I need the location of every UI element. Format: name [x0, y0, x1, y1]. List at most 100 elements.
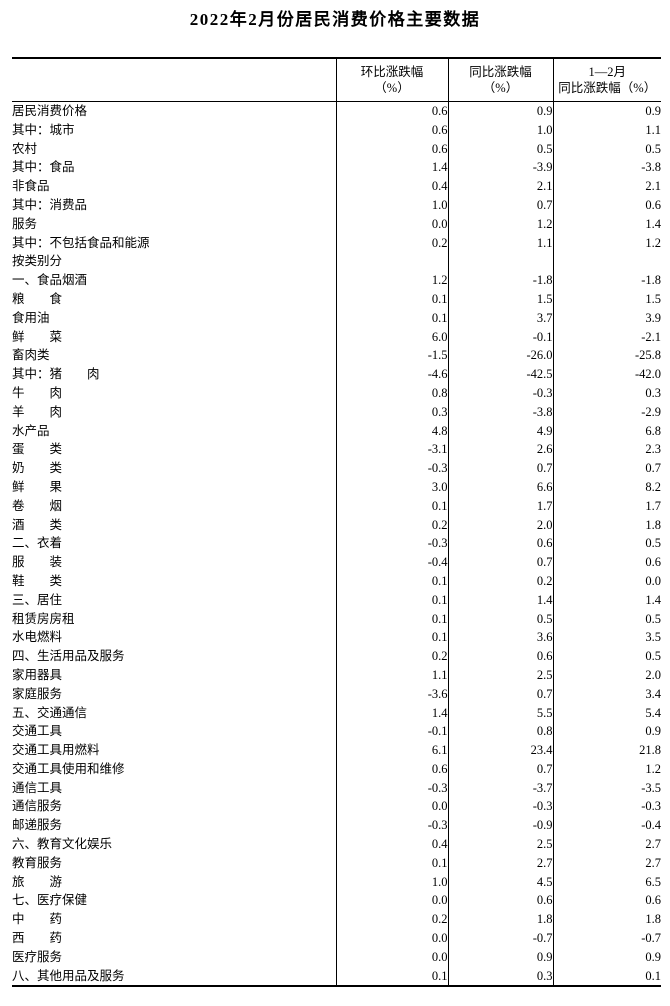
- table-row: 酒 类 0.2 2.0 1.8: [12, 515, 661, 535]
- mom-value-cell: 1.0: [335, 195, 448, 215]
- mom-value-cell: 0.1: [335, 289, 448, 309]
- yoy-value-cell: -42.5: [447, 365, 553, 384]
- mom-value-cell: 6.0: [335, 327, 448, 347]
- yoy-value-cell: 6.6: [447, 477, 553, 497]
- mom-value-cell: 0.4: [335, 177, 448, 196]
- yoy-value-cell: 2.1: [447, 177, 553, 196]
- table-row: 西 药 0.0 -0.7 -0.7: [12, 929, 661, 948]
- ytd-value-cell: 0.9: [552, 101, 661, 121]
- table-row: 邮递服务 -0.3 -0.9 -0.4: [12, 816, 661, 836]
- ytd-value-cell: 0.5: [552, 609, 661, 629]
- row-label: 邮递服务: [12, 818, 63, 833]
- ytd-value-cell: 2.0: [552, 665, 661, 685]
- row-label: 奶 类: [12, 461, 63, 476]
- ytd-value-cell: 2.7: [552, 853, 661, 873]
- yoy-value-cell: -3.8: [447, 402, 553, 422]
- ytd-value-cell: 0.7: [552, 459, 661, 478]
- mom-value-cell: -0.3: [335, 534, 448, 554]
- mom-value-cell: 0.1: [335, 571, 448, 591]
- yoy-value-cell: -3.9: [447, 158, 553, 178]
- table-row: 其中：城市 0.6 1.0 1.1: [12, 120, 661, 140]
- ytd-value-cell: 0.5: [552, 647, 661, 666]
- ytd-value-cell: 0.5: [552, 534, 661, 554]
- mom-value-cell: -3.1: [335, 440, 448, 460]
- mom-value-cell: 0.8: [335, 383, 448, 403]
- yoy-value-cell: 2.6: [447, 440, 553, 460]
- ytd-value-cell: -25.8: [552, 346, 661, 366]
- ytd-value-cell: -2.9: [552, 402, 661, 422]
- mom-value-cell: 0.1: [335, 308, 448, 328]
- ytd-value-cell: 3.4: [552, 684, 661, 704]
- row-label: 服 装: [12, 555, 63, 570]
- ytd-value-cell: 0.1: [552, 966, 661, 987]
- yoy-value-cell: 2.0: [447, 515, 553, 535]
- row-label: 居民消费价格: [12, 104, 88, 118]
- row-label: 蛋 类: [12, 442, 63, 457]
- mom-value-cell: 0.1: [335, 628, 448, 648]
- header-cell-mom: 环比涨跌幅 （%）: [335, 58, 448, 102]
- cpi-table: 环比涨跌幅 （%） 同比涨跌幅 （%） 1—2月 同比涨跌幅（%） 居民消费价格…: [12, 57, 661, 988]
- table-row: 通信服务 0.0 -0.3 -0.3: [12, 797, 661, 817]
- mom-value-cell: 0.1: [335, 853, 448, 873]
- row-label: 其中：城市: [12, 122, 75, 137]
- row-label: 鞋 类: [12, 573, 63, 588]
- table-row: 水电燃料 0.1 3.6 3.5: [12, 628, 661, 648]
- ytd-value-cell: 1.4: [552, 214, 661, 234]
- row-label: 鲜 果: [12, 479, 63, 494]
- table-row: 按类别分: [12, 252, 661, 272]
- mom-value-cell: 1.4: [335, 703, 448, 723]
- ytd-value-cell: 2.3: [552, 440, 661, 460]
- yoy-value-cell: -0.9: [447, 816, 553, 836]
- mom-value-cell: 3.0: [335, 477, 448, 497]
- row-label: 交通工具: [12, 724, 63, 739]
- header-yoy-line1: 同比涨跌幅: [469, 65, 532, 79]
- yoy-value-cell: 0.3: [447, 966, 553, 987]
- row-label: 三、居住: [12, 592, 63, 607]
- mom-value-cell: 0.1: [335, 590, 448, 610]
- ytd-value-cell: 0.3: [552, 383, 661, 403]
- mom-value-cell: 0.0: [335, 891, 448, 911]
- ytd-value-cell: 0.9: [552, 722, 661, 742]
- row-label: 畜肉类: [12, 348, 50, 363]
- row-label: 水产品: [12, 423, 50, 438]
- mom-value-cell: 0.3: [335, 402, 448, 422]
- table-row: 非食品 0.4 2.1 2.1: [12, 177, 661, 196]
- row-label: 卷 烟: [12, 498, 63, 513]
- ytd-value-cell: -0.3: [552, 797, 661, 817]
- mom-value-cell: 0.6: [335, 139, 448, 159]
- table-row: 四、生活用品及服务 0.2 0.6 0.5: [12, 647, 661, 666]
- table-row: 蛋 类 -3.1 2.6 2.3: [12, 440, 661, 460]
- table-row: 食用油 0.1 3.7 3.9: [12, 308, 661, 328]
- table-row: 家庭服务 -3.6 0.7 3.4: [12, 684, 661, 704]
- row-label: 家庭服务: [12, 686, 63, 701]
- yoy-value-cell: 1.2: [447, 214, 553, 234]
- yoy-value-cell: 0.2: [447, 571, 553, 591]
- ytd-value-cell: 1.5: [552, 289, 661, 309]
- yoy-value-cell: 0.7: [447, 759, 553, 779]
- yoy-value-cell: 0.5: [447, 139, 553, 159]
- yoy-value-cell: 0.5: [447, 609, 553, 629]
- row-label: 酒 类: [12, 517, 63, 532]
- yoy-value-cell: 0.7: [447, 195, 553, 215]
- table-row: 服务 0.0 1.2 1.4: [12, 214, 661, 234]
- row-label: 二、衣着: [12, 536, 63, 551]
- row-label: 交通工具使用和维修: [12, 761, 125, 776]
- yoy-value-cell: 4.9: [447, 421, 553, 441]
- yoy-value-cell: 1.8: [447, 910, 553, 930]
- table-row: 服 装 -0.4 0.7 0.6: [12, 553, 661, 572]
- row-label: 其中：猪 肉: [12, 367, 100, 382]
- row-label: 按类别分: [12, 254, 63, 269]
- yoy-value-cell: 0.6: [447, 647, 553, 666]
- row-label: 交通工具用燃料: [12, 743, 100, 758]
- row-label: 食用油: [12, 310, 50, 325]
- yoy-value-cell: 0.7: [447, 684, 553, 704]
- row-label: 水电燃料: [12, 630, 63, 645]
- table-row: 交通工具 -0.1 0.8 0.9: [12, 722, 661, 742]
- table-row: 其中：消费品 1.0 0.7 0.6: [12, 195, 661, 215]
- table-row: 奶 类 -0.3 0.7 0.7: [12, 459, 661, 478]
- table-body: 居民消费价格 0.6 0.9 0.9 其中：城市 0.6 1.0 1.1 农村 0.6 0.5 0.5…: [12, 101, 661, 987]
- row-label: 中 药: [12, 912, 63, 927]
- table-row: 鲜 果 3.0 6.6 8.2: [12, 477, 661, 497]
- mom-value-cell: 0.0: [335, 929, 448, 948]
- row-label: 农村: [12, 141, 38, 156]
